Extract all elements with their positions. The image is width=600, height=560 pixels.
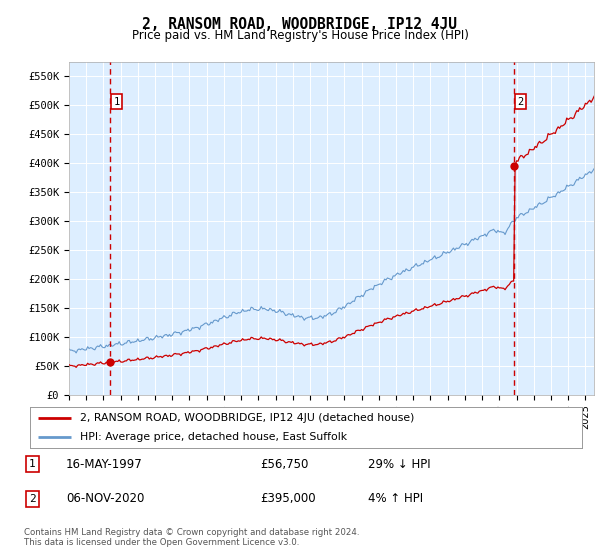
- Text: 06-NOV-2020: 06-NOV-2020: [66, 492, 145, 505]
- Text: 4% ↑ HPI: 4% ↑ HPI: [368, 492, 423, 505]
- Text: 29% ↓ HPI: 29% ↓ HPI: [368, 458, 430, 471]
- Text: 1: 1: [29, 459, 35, 469]
- Text: 2, RANSOM ROAD, WOODBRIDGE, IP12 4JU (detached house): 2, RANSOM ROAD, WOODBRIDGE, IP12 4JU (de…: [80, 413, 414, 423]
- Text: 16-MAY-1997: 16-MAY-1997: [66, 458, 143, 471]
- Text: 2, RANSOM ROAD, WOODBRIDGE, IP12 4JU: 2, RANSOM ROAD, WOODBRIDGE, IP12 4JU: [143, 17, 458, 32]
- Text: HPI: Average price, detached house, East Suffolk: HPI: Average price, detached house, East…: [80, 432, 347, 442]
- Text: 2: 2: [518, 96, 524, 106]
- Text: £56,750: £56,750: [260, 458, 309, 471]
- Text: Price paid vs. HM Land Registry's House Price Index (HPI): Price paid vs. HM Land Registry's House …: [131, 29, 469, 42]
- Text: Contains HM Land Registry data © Crown copyright and database right 2024.
This d: Contains HM Land Registry data © Crown c…: [24, 528, 359, 547]
- Text: 2: 2: [29, 494, 35, 504]
- Text: 1: 1: [113, 96, 120, 106]
- Text: £395,000: £395,000: [260, 492, 316, 505]
